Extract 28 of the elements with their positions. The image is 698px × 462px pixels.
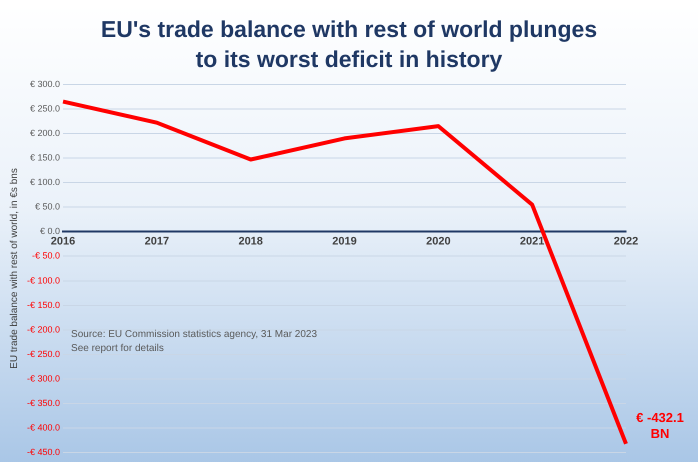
y-tick-label: -€ 100.0	[26, 275, 60, 286]
annotation: Source: EU Commission statistics agency, 31 Mar 2023	[71, 329, 318, 340]
y-tick-label: -€ 50.0	[32, 250, 60, 261]
x-tick-label: 2017	[144, 235, 170, 248]
y-tick-label: -€ 150.0	[26, 300, 60, 310]
y-tick-label: € 100.0	[30, 177, 60, 188]
x-tick-label: 2019	[332, 235, 357, 248]
y-tick-label: € 0.0	[40, 226, 60, 236]
y-tick-label: -€ 200.0	[26, 324, 60, 334]
x-tick-label: 2016	[50, 235, 76, 248]
annotation: See report for details	[71, 343, 164, 354]
x-tick-label: 2021	[520, 235, 544, 248]
y-tick-label: € 200.0	[30, 128, 60, 138]
x-tick-label: 2020	[426, 235, 451, 248]
x-tick-label: 2022	[614, 235, 638, 248]
x-tick-label: 2018	[238, 235, 263, 248]
y-tick-label: -€ 350.0	[26, 398, 60, 408]
y-tick-label: -€ 250.0	[26, 348, 60, 359]
chart-title: EU's trade balance with rest of world plunges to its worst deficit in history	[100, 15, 598, 74]
y-tick-label: € 150.0	[30, 152, 60, 163]
y-tick-label: -€ 300.0	[26, 373, 60, 384]
y-tick-label: -€ 450.0	[26, 447, 60, 458]
y-tick-label: -€ 400.0	[26, 422, 60, 433]
data-label: € -432.1 BN	[636, 410, 684, 441]
y-tick-label: € 300.0	[30, 78, 60, 89]
y-tick-label: € 50.0	[34, 202, 60, 212]
y-axis-title: EU trade balance with rest of world, in €s bns	[8, 168, 20, 369]
y-tick-label: € 250.0	[30, 103, 60, 114]
